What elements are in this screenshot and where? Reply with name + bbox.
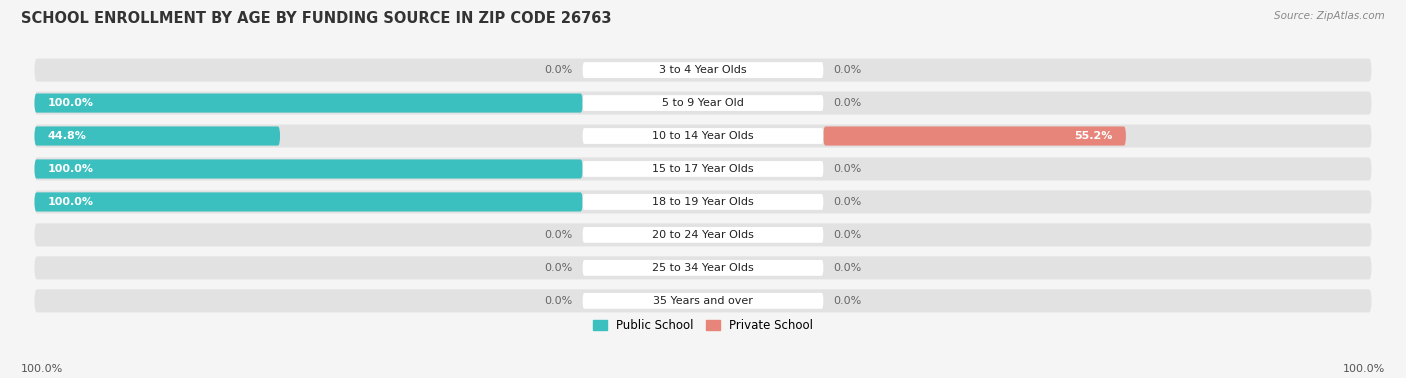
Text: 5 to 9 Year Old: 5 to 9 Year Old bbox=[662, 98, 744, 108]
FancyBboxPatch shape bbox=[824, 127, 1126, 146]
FancyBboxPatch shape bbox=[35, 91, 1371, 115]
Text: Source: ZipAtlas.com: Source: ZipAtlas.com bbox=[1274, 11, 1385, 21]
FancyBboxPatch shape bbox=[35, 59, 1371, 82]
Text: 100.0%: 100.0% bbox=[48, 197, 94, 207]
Text: 35 Years and over: 35 Years and over bbox=[652, 296, 754, 306]
Text: 20 to 24 Year Olds: 20 to 24 Year Olds bbox=[652, 230, 754, 240]
Text: 25 to 34 Year Olds: 25 to 34 Year Olds bbox=[652, 263, 754, 273]
Legend: Public School, Private School: Public School, Private School bbox=[588, 315, 818, 337]
FancyBboxPatch shape bbox=[582, 128, 824, 144]
Text: 0.0%: 0.0% bbox=[544, 263, 572, 273]
Text: 0.0%: 0.0% bbox=[544, 65, 572, 75]
FancyBboxPatch shape bbox=[582, 293, 824, 309]
Text: 0.0%: 0.0% bbox=[544, 230, 572, 240]
FancyBboxPatch shape bbox=[35, 192, 582, 212]
FancyBboxPatch shape bbox=[35, 160, 582, 178]
FancyBboxPatch shape bbox=[582, 194, 824, 210]
Text: 3 to 4 Year Olds: 3 to 4 Year Olds bbox=[659, 65, 747, 75]
Text: 0.0%: 0.0% bbox=[834, 230, 862, 240]
FancyBboxPatch shape bbox=[582, 62, 824, 78]
FancyBboxPatch shape bbox=[582, 260, 824, 276]
FancyBboxPatch shape bbox=[35, 223, 1371, 246]
Text: 18 to 19 Year Olds: 18 to 19 Year Olds bbox=[652, 197, 754, 207]
Text: 0.0%: 0.0% bbox=[544, 296, 572, 306]
Text: 15 to 17 Year Olds: 15 to 17 Year Olds bbox=[652, 164, 754, 174]
Text: 100.0%: 100.0% bbox=[21, 364, 63, 374]
Text: SCHOOL ENROLLMENT BY AGE BY FUNDING SOURCE IN ZIP CODE 26763: SCHOOL ENROLLMENT BY AGE BY FUNDING SOUR… bbox=[21, 11, 612, 26]
Text: 100.0%: 100.0% bbox=[48, 164, 94, 174]
FancyBboxPatch shape bbox=[582, 161, 824, 177]
Text: 44.8%: 44.8% bbox=[48, 131, 87, 141]
Text: 0.0%: 0.0% bbox=[834, 65, 862, 75]
FancyBboxPatch shape bbox=[35, 158, 1371, 181]
Text: 10 to 14 Year Olds: 10 to 14 Year Olds bbox=[652, 131, 754, 141]
Text: 100.0%: 100.0% bbox=[1343, 364, 1385, 374]
Text: 55.2%: 55.2% bbox=[1074, 131, 1112, 141]
Text: 0.0%: 0.0% bbox=[834, 197, 862, 207]
FancyBboxPatch shape bbox=[582, 227, 824, 243]
FancyBboxPatch shape bbox=[35, 127, 280, 146]
FancyBboxPatch shape bbox=[35, 93, 582, 113]
Text: 100.0%: 100.0% bbox=[48, 98, 94, 108]
FancyBboxPatch shape bbox=[35, 289, 1371, 312]
FancyBboxPatch shape bbox=[35, 191, 1371, 214]
Text: 0.0%: 0.0% bbox=[834, 164, 862, 174]
FancyBboxPatch shape bbox=[582, 95, 824, 111]
Text: 0.0%: 0.0% bbox=[834, 263, 862, 273]
Text: 0.0%: 0.0% bbox=[834, 98, 862, 108]
Text: 0.0%: 0.0% bbox=[834, 296, 862, 306]
FancyBboxPatch shape bbox=[35, 256, 1371, 279]
FancyBboxPatch shape bbox=[35, 124, 1371, 147]
